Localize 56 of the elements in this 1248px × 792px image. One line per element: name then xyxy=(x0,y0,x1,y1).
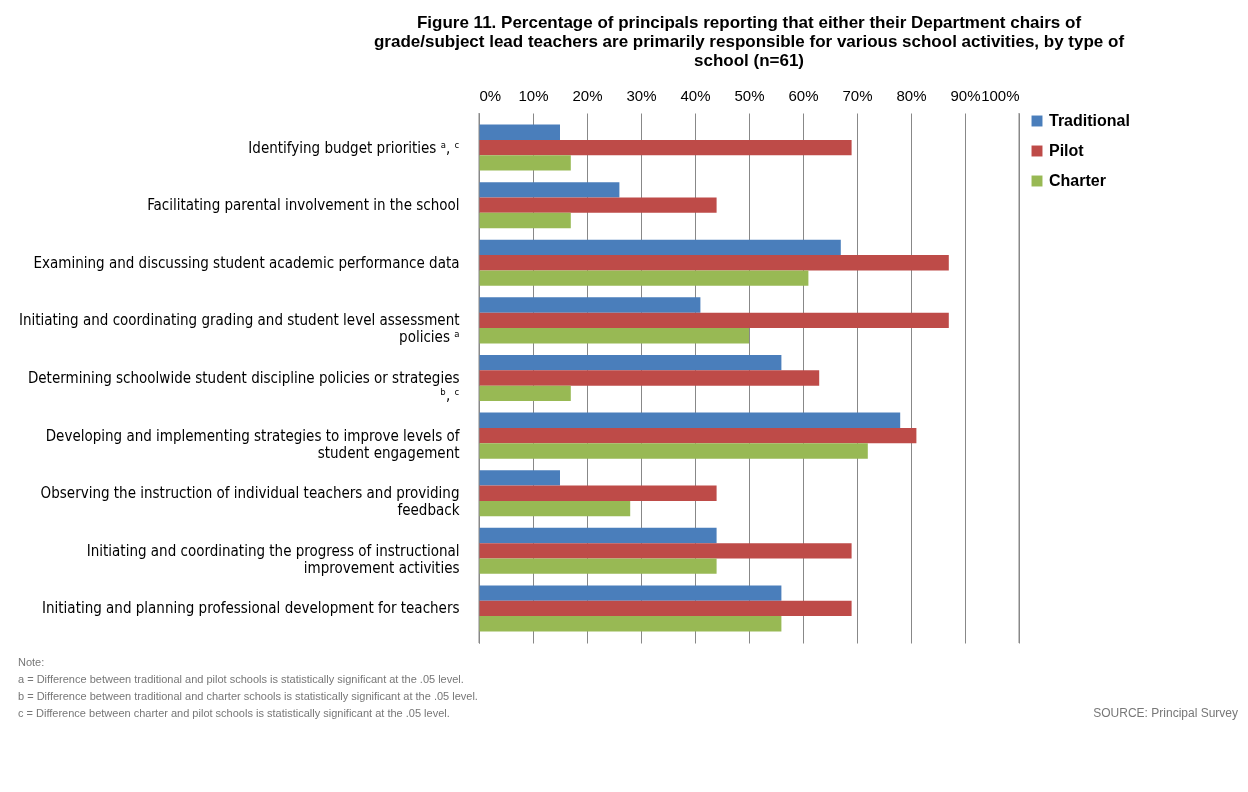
bar xyxy=(479,443,868,459)
bar xyxy=(479,585,782,601)
bar xyxy=(479,427,917,444)
text: b = Difference between traditional and charter schools is statistically significant at the .05 level. xyxy=(18,689,479,704)
text: a = Difference between traditional and pilot schools is statistically significant at the .05 level. xyxy=(18,672,465,687)
x-tick-label: 0% xyxy=(479,86,502,104)
y-tick-label: Initiating and coordinating grading and student level assessment policies ᵃ xyxy=(18,311,460,347)
x-tick-label: 100% xyxy=(981,86,1020,104)
text: Note: xyxy=(18,655,46,670)
y-tick-label: Facilitating parental involvement in the school xyxy=(147,196,460,215)
chart-title: Figure 11. Percentage of principals reporting that either their Department chairs of grade/subject lead teachers are primarily responsible for various school activities, by type of school (n=61) xyxy=(373,13,1125,70)
x-tick-label: 40% xyxy=(680,86,711,104)
y-tick-label: Identifying budget priorities ᵃ, ᶜ xyxy=(248,138,460,157)
bar xyxy=(479,412,901,428)
x-tick-label: 60% xyxy=(788,86,819,104)
legend-label: Charter xyxy=(1049,172,1106,189)
bar xyxy=(479,255,949,271)
bar xyxy=(479,385,571,402)
bar xyxy=(479,124,560,140)
bar xyxy=(479,212,571,229)
bar xyxy=(479,500,631,517)
legend-label: Pilot xyxy=(1049,142,1085,159)
bar xyxy=(479,239,841,256)
bar xyxy=(479,616,782,632)
bar xyxy=(479,543,852,559)
legend-label: Traditional xyxy=(1049,112,1130,129)
bar xyxy=(479,485,717,501)
bar xyxy=(479,182,620,198)
bar xyxy=(479,197,717,213)
x-tick-label: 20% xyxy=(572,86,603,104)
x-tick-label: 50% xyxy=(734,86,765,104)
y-tick-label: Developing and implementing strategies to improve levels of student engagement xyxy=(45,426,461,462)
y-tick-label: Examining and discussing student academic performance data xyxy=(33,253,460,272)
x-tick-label: 70% xyxy=(842,86,873,104)
bar xyxy=(479,312,949,329)
bar xyxy=(479,470,560,486)
bar xyxy=(479,297,701,313)
y-tick-label: Determining schoolwide student discipline policies or strategies ᵇ, ᶜ xyxy=(27,369,460,404)
y-tick-label: Initiating and coordinating the progress of instructional improvement activities xyxy=(86,541,460,577)
y-tick-label: Initiating and planning professional development for teachers xyxy=(42,599,460,618)
y-tick-label: Observing the instruction of individual teachers and providing feedback xyxy=(40,484,460,520)
bar xyxy=(479,558,717,574)
bar xyxy=(479,139,852,156)
bar xyxy=(479,527,717,544)
x-tick-label: 10% xyxy=(518,86,549,104)
bar xyxy=(479,155,571,171)
bar xyxy=(479,354,782,371)
bar xyxy=(479,270,809,286)
bar xyxy=(479,370,820,386)
text: c = Difference between charter and pilot schools is statistically significant at the .05 level. xyxy=(18,707,450,719)
source-note: SOURCE: Principal Survey xyxy=(1093,705,1238,722)
bar xyxy=(479,328,749,344)
x-tick-label: 80% xyxy=(896,86,927,104)
bar xyxy=(479,600,852,617)
x-tick-label: 30% xyxy=(626,86,657,104)
x-tick-label: 90% xyxy=(950,86,981,104)
